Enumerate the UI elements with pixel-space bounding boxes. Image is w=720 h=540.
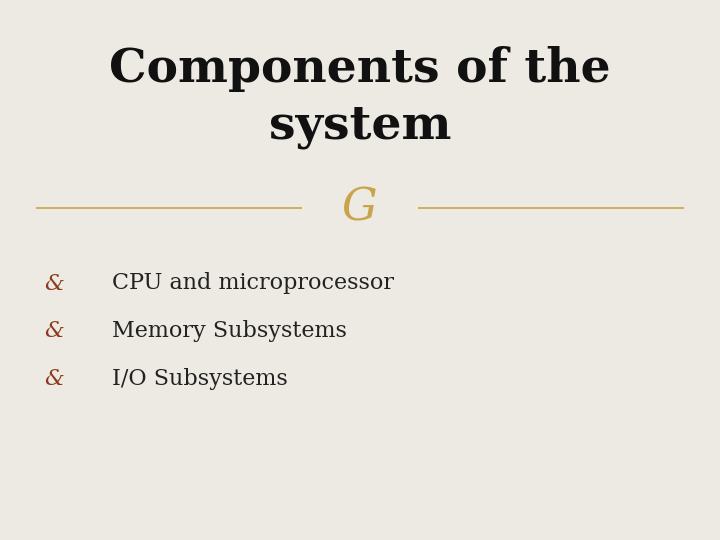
Text: Memory Subsystems: Memory Subsystems bbox=[112, 320, 346, 342]
Text: &: & bbox=[44, 320, 64, 342]
Text: G: G bbox=[342, 186, 378, 230]
Text: I/O Subsystems: I/O Subsystems bbox=[112, 368, 287, 389]
Text: &: & bbox=[44, 273, 64, 294]
Text: Components of the
system: Components of the system bbox=[109, 45, 611, 149]
Text: &: & bbox=[44, 368, 64, 389]
Text: CPU and microprocessor: CPU and microprocessor bbox=[112, 273, 394, 294]
